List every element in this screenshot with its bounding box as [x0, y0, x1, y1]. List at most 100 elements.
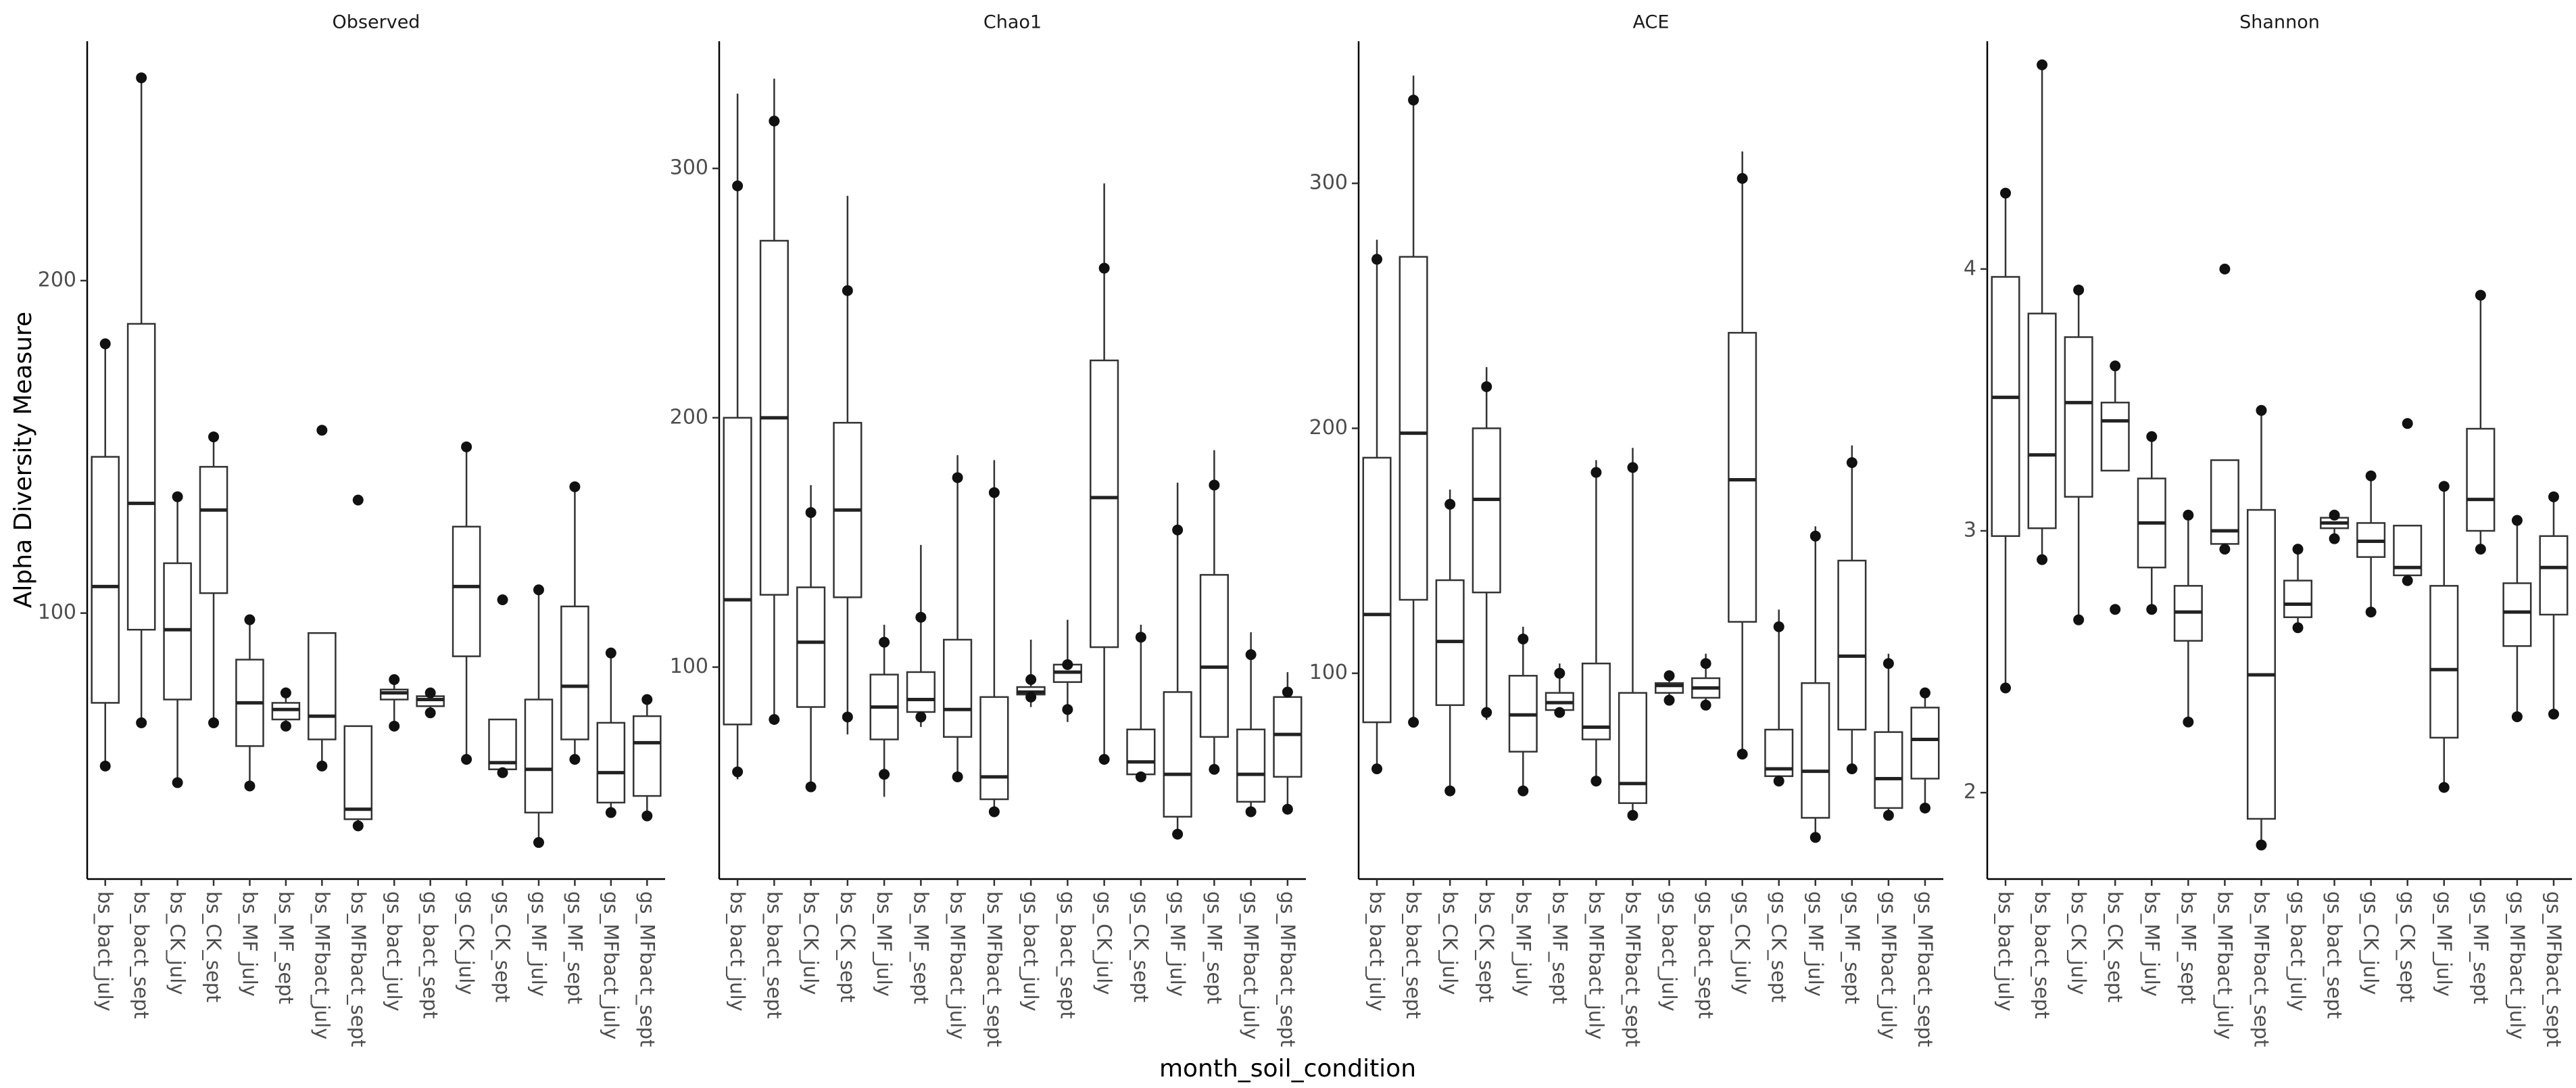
- x-tick-label: bs_MFbact_july: [946, 891, 969, 1039]
- data-point: [2110, 604, 2121, 615]
- panel-title: ACE: [1633, 12, 1670, 33]
- y-tick-label: 100: [38, 600, 76, 624]
- data-point: [1135, 771, 1146, 782]
- box: [91, 456, 120, 704]
- data-point: [208, 431, 220, 443]
- data-point: [1371, 254, 1383, 265]
- box: [1362, 456, 1392, 724]
- data-point: [1245, 806, 1257, 818]
- x-tick-label: bs_MF_sept: [1548, 891, 1571, 1004]
- x-tick-label: gs_MFbact_july: [1877, 891, 1900, 1039]
- box: [1090, 359, 1119, 648]
- data-point: [1663, 694, 1675, 706]
- x-tick-label: gs_bact_sept: [1056, 891, 1079, 1019]
- data-point: [2256, 839, 2267, 851]
- data-point: [2073, 284, 2085, 295]
- data-point: [732, 766, 744, 778]
- x-tick-label: bs_MF_sept: [2177, 891, 2200, 1004]
- data-point: [769, 714, 780, 725]
- x-tick-label: bs_CK_sept: [836, 891, 859, 1003]
- data-point: [352, 820, 364, 832]
- data-point: [605, 807, 616, 818]
- data-point: [2256, 404, 2267, 416]
- data-point: [1590, 467, 1602, 478]
- data-point: [1773, 776, 1784, 787]
- data-point: [1736, 172, 1748, 184]
- data-point: [915, 611, 927, 623]
- box: [2539, 535, 2569, 616]
- y-tick-label: 100: [1309, 661, 1348, 684]
- data-point: [172, 777, 183, 788]
- x-tick-label: gs_CK_july: [1093, 891, 1116, 995]
- box: [906, 671, 935, 713]
- data-point: [1282, 803, 1293, 815]
- x-tick-label: bs_bact_july: [1365, 891, 1388, 1012]
- x-tick-label: gs_CK_sept: [1768, 891, 1791, 1003]
- data-point: [2329, 533, 2340, 544]
- data-point: [1135, 632, 1146, 643]
- data-point: [424, 707, 436, 719]
- box: [1728, 331, 1757, 623]
- x-tick-label: bs_MFbact_sept: [1621, 891, 1644, 1047]
- data-point: [952, 472, 963, 483]
- data-point: [2329, 509, 2340, 521]
- data-point: [280, 687, 291, 699]
- data-point: [2183, 509, 2194, 521]
- data-point: [424, 687, 436, 699]
- box: [1399, 256, 1428, 601]
- data-point: [352, 494, 364, 506]
- data-point: [136, 717, 147, 728]
- data-point: [952, 771, 963, 782]
- data-point: [1444, 785, 1456, 797]
- box: [2502, 582, 2532, 647]
- data-point: [2402, 575, 2413, 586]
- data-point: [2475, 544, 2486, 555]
- data-point: [1627, 462, 1638, 473]
- data-point: [533, 836, 544, 848]
- y-tick-label: 2: [1964, 780, 1976, 804]
- box: [452, 525, 481, 657]
- data-point: [2548, 709, 2559, 720]
- data-point: [1282, 686, 1293, 698]
- box: [979, 696, 1009, 801]
- data-point: [2073, 614, 2085, 625]
- x-tick-label: bs_CK_sept: [202, 891, 225, 1003]
- data-point: [1700, 658, 1711, 669]
- data-point: [915, 711, 927, 723]
- data-point: [2146, 431, 2158, 442]
- data-point: [208, 717, 220, 728]
- y-tick-label: 3: [1964, 519, 1976, 542]
- data-point: [136, 72, 147, 84]
- x-tick-label: gs_MFbact_sept: [1276, 891, 1299, 1047]
- box: [1618, 692, 1647, 804]
- data-point: [316, 760, 328, 772]
- x-tick-label: gs_CK_july: [1731, 891, 1754, 995]
- y-tick-label: 200: [1309, 416, 1348, 440]
- x-tick-label: gs_CK_july: [455, 891, 478, 995]
- box: [2466, 427, 2496, 532]
- data-point: [2110, 360, 2121, 372]
- x-tick-label: bs_MF_july: [238, 891, 261, 997]
- data-point: [569, 754, 581, 765]
- x-tick-label: gs_MF_sept: [2469, 891, 2492, 1004]
- box: [1236, 728, 1266, 803]
- x-tick-label: bs_MFbact_sept: [347, 891, 370, 1047]
- x-tick-label: gs_MFbact_july: [600, 891, 623, 1039]
- data-point: [805, 506, 817, 518]
- x-tick-label: bs_MF_july: [1511, 891, 1534, 997]
- x-tick-label: gs_MFbact_sept: [1914, 891, 1937, 1047]
- data-point: [2402, 418, 2413, 429]
- data-point: [1408, 94, 1419, 105]
- x-tick-label: bs_CK_sept: [2104, 891, 2127, 1003]
- x-tick-label: gs_CK_sept: [1129, 891, 1152, 1003]
- x-tick-label: bs_bact_sept: [2031, 891, 2053, 1019]
- data-point: [605, 647, 616, 659]
- box: [1991, 276, 2020, 538]
- data-point: [1846, 763, 1857, 774]
- data-point: [1590, 776, 1602, 787]
- data-point: [244, 780, 256, 792]
- data-point: [805, 781, 817, 793]
- data-point: [244, 614, 256, 625]
- x-tick-label: bs_CK_sept: [1475, 891, 1498, 1003]
